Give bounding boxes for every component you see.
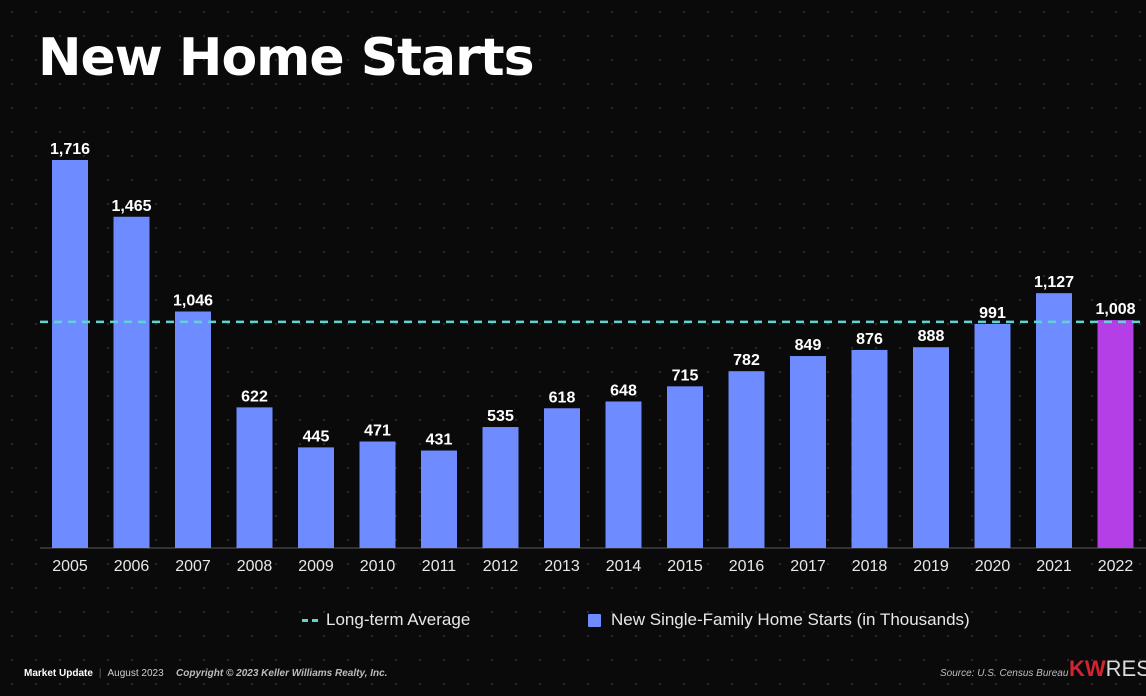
bar-2006 [113, 216, 150, 548]
x-tick-2011: 2011 [422, 558, 457, 575]
data-label-2016: 782 [733, 352, 760, 369]
x-tick-2021: 2021 [1036, 558, 1072, 575]
bar-2012 [482, 427, 519, 548]
bar-2009 [298, 447, 334, 548]
data-label-2021: 1,127 [1034, 274, 1074, 291]
bar-2013 [544, 408, 580, 548]
x-tick-2016: 2016 [729, 558, 765, 575]
bar-chart: 1,716 2005 1,465 2006 1,046 2007 622 2008 445 200… [40, 141, 1146, 575]
bar-2010 [359, 441, 396, 548]
bar-2005 [52, 160, 88, 548]
data-label-2009: 445 [303, 428, 330, 445]
x-tick-2005: 2005 [52, 558, 88, 575]
data-label-2007: 1,046 [173, 292, 213, 309]
bar-2022 [1097, 320, 1134, 548]
brand-logo: KWRES [1069, 656, 1146, 682]
data-label-2012: 535 [487, 408, 514, 425]
x-tick-2017: 2017 [790, 558, 826, 575]
data-label-2020: 991 [979, 305, 1006, 322]
x-tick-2012: 2012 [483, 558, 519, 575]
brand-rest: RES [1105, 656, 1146, 681]
bar-2018 [851, 349, 888, 548]
footer-left: Market Update | August 2023 [24, 668, 164, 679]
x-tick-2008: 2008 [237, 558, 273, 575]
data-label-2011: 431 [426, 432, 453, 449]
data-label-2019: 888 [918, 328, 945, 345]
bar-2008 [236, 407, 273, 548]
legend-average: Long-term Average [302, 608, 470, 632]
data-label-2018: 876 [856, 331, 883, 348]
x-tick-2013: 2013 [544, 558, 580, 575]
data-label-2017: 849 [795, 337, 822, 354]
footer-copyright: Copyright © 2023 Keller Williams Realty,… [176, 668, 388, 679]
x-tick-2010: 2010 [360, 558, 396, 575]
data-label-2014: 648 [610, 382, 637, 399]
data-label-2008: 622 [241, 388, 268, 405]
data-label-2015: 715 [672, 367, 699, 384]
x-tick-2014: 2014 [606, 558, 642, 575]
bar-2014 [605, 401, 642, 548]
footer-date: August 2023 [107, 668, 164, 679]
x-tick-2020: 2020 [975, 558, 1011, 575]
x-tick-2007: 2007 [175, 558, 211, 575]
bar-2016 [728, 371, 765, 548]
x-tick-2018: 2018 [852, 558, 888, 575]
bar-2021 [1036, 293, 1072, 548]
footer-separator: | [98, 668, 102, 679]
brand-kw: KW [1069, 656, 1106, 681]
data-label-2022: 1,008 [1095, 301, 1135, 318]
bar-2017 [790, 356, 826, 548]
x-tick-2019: 2019 [913, 558, 949, 575]
bar-2019 [913, 347, 949, 548]
footer-source: Source: U.S. Census Bureau [940, 668, 1069, 679]
bar-swatch-icon [588, 613, 601, 627]
bar-2007 [175, 311, 211, 548]
data-label-2013: 618 [549, 389, 576, 406]
data-label-2005: 1,716 [50, 141, 90, 158]
bar-2015 [667, 386, 703, 548]
dashed-line-swatch-icon [302, 618, 318, 622]
x-tick-2009: 2009 [298, 558, 334, 575]
footer-market-update: Market Update [24, 668, 93, 679]
bar-2011 [421, 450, 457, 548]
x-tick-2006: 2006 [114, 558, 150, 575]
legend-series-label: New Single-Family Home Starts (in Thousa… [611, 610, 970, 629]
data-label-2010: 471 [364, 423, 391, 440]
bar-2020 [974, 323, 1011, 548]
legend-series: New Single-Family Home Starts (in Thousa… [588, 608, 970, 632]
x-tick-2022: 2022 [1098, 558, 1134, 575]
data-label-2006: 1,465 [111, 198, 151, 215]
x-tick-2015: 2015 [667, 558, 703, 575]
legend-average-label: Long-term Average [326, 610, 471, 629]
page-title: New Home Starts [38, 28, 535, 88]
